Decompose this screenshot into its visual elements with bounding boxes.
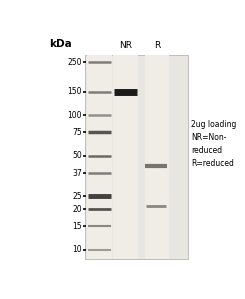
Text: 10: 10 xyxy=(72,245,82,254)
Text: kDa: kDa xyxy=(49,39,72,48)
Text: 37: 37 xyxy=(72,169,82,178)
Text: 75: 75 xyxy=(72,128,82,137)
Text: 20: 20 xyxy=(72,205,82,214)
Text: 50: 50 xyxy=(72,151,82,160)
Text: NR: NR xyxy=(119,41,132,50)
Bar xyxy=(145,55,169,259)
Text: 100: 100 xyxy=(67,111,82,120)
Text: 15: 15 xyxy=(72,222,82,231)
Text: 2ug loading
NR=Non-
reduced
R=reduced: 2ug loading NR=Non- reduced R=reduced xyxy=(191,120,236,168)
Bar xyxy=(87,55,112,259)
Text: 250: 250 xyxy=(67,57,82,67)
Text: 25: 25 xyxy=(72,192,82,201)
Text: R: R xyxy=(154,41,160,50)
Bar xyxy=(113,55,138,259)
Text: 150: 150 xyxy=(67,87,82,96)
Bar xyxy=(85,55,188,259)
